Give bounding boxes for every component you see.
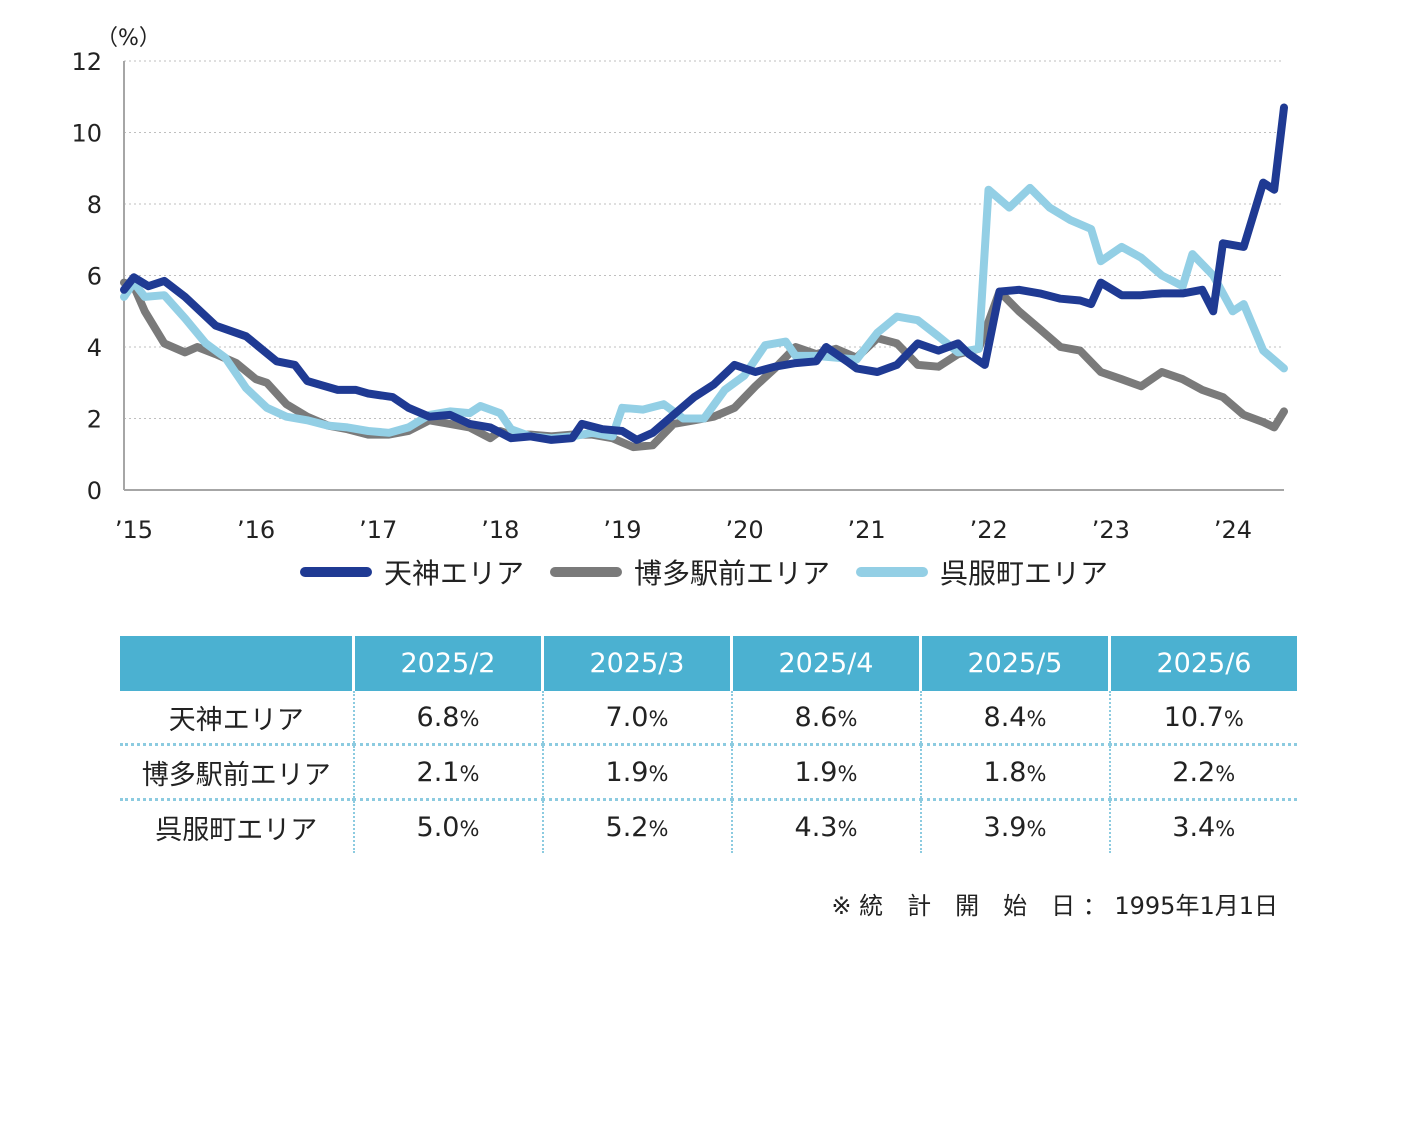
x-tick-label: ’18: [481, 516, 519, 544]
table-cell: 8.6%: [731, 691, 922, 745]
table-row: 天神エリア 6.8% 7.0% 8.6% 8.4% 10.7%: [120, 691, 1297, 745]
table-cell: 1.9%: [731, 744, 922, 800]
y-tick-label: 0: [87, 477, 102, 505]
y-tick-label: 10: [71, 120, 102, 148]
legend-item-hakata: 博多駅前エリア: [550, 552, 830, 592]
y-tick-label: 8: [87, 191, 102, 219]
table-corner-cell: [120, 636, 355, 691]
line-chart: 0 2 4 6 8 10 12 ’15 ’16 ’17 ’18 ’19 ’20 ’21 ’22 ’23 ’24: [71, 48, 1288, 544]
x-tick-label: ’16: [237, 516, 275, 544]
table-cell: 3.4%: [1172, 811, 1236, 843]
y-tick-label: 12: [71, 48, 102, 76]
table-cell: 5.2%: [542, 799, 733, 853]
legend-label-hakata: 博多駅前エリア: [634, 557, 831, 590]
vacancy-table: 2025/2 2025/3 2025/4 2025/5 2025/6 天神エリア…: [120, 636, 1297, 853]
x-tick-label: ’23: [1092, 516, 1130, 544]
x-tick-label: ’22: [970, 516, 1008, 544]
series-line-2: [120, 183, 1288, 443]
x-tick-label: ’20: [725, 516, 763, 544]
month-header: 2025/4: [731, 636, 922, 691]
month-header: 2025/2: [353, 636, 544, 691]
legend-item-gofukumachi: 呉服町エリア: [856, 552, 1108, 592]
legend-swatch-gofukumachi: [856, 567, 929, 577]
legend-label-gofukumachi: 呉服町エリア: [940, 557, 1109, 590]
table-cell: 7.0%: [542, 691, 733, 745]
row-label: 博多駅前エリア: [120, 744, 355, 800]
table-cell: 3.9%: [920, 799, 1111, 853]
month-header: 2025/5: [920, 636, 1111, 691]
x-tick-label: ’21: [848, 516, 886, 544]
month-header: 2025/6: [1109, 636, 1297, 691]
legend-label-tenjin: 天神エリア: [384, 557, 525, 590]
statistics-start-note: ※ 統 計 開 始 日 ： 1995年1月1日: [831, 892, 1278, 920]
y-tick-label: 4: [87, 334, 102, 362]
table-cell: 6.8%: [353, 691, 544, 745]
series-line-0: [120, 103, 1288, 444]
table-row: 博多駅前エリア 2.1% 1.9% 1.9% 1.8% 2.2%: [120, 744, 1297, 800]
row-label: 呉服町エリア: [120, 799, 355, 853]
table-cell: 4.3%: [731, 799, 922, 853]
table-cell: 10.7%: [1163, 701, 1244, 733]
x-tick-label: ’24: [1214, 516, 1252, 544]
table-cell: 5.0%: [353, 799, 544, 853]
chart-legend: 天神エリア 博多駅前エリア 呉服町エリア: [300, 552, 1134, 592]
legend-swatch-hakata: [550, 567, 623, 577]
legend-item-tenjin: 天神エリア: [300, 552, 524, 592]
month-header: 2025/3: [542, 636, 733, 691]
legend-swatch-tenjin: [300, 567, 372, 577]
table-row: 呉服町エリア 5.0% 5.2% 4.3% 3.9% 3.4%: [120, 799, 1297, 853]
x-tick-label: ’17: [359, 516, 397, 544]
table-header-row: 2025/2 2025/3 2025/4 2025/5 2025/6: [120, 636, 1297, 691]
y-tick-label: 2: [87, 406, 102, 434]
table-cell: 2.1%: [353, 744, 544, 800]
x-tick-label: ’19: [603, 516, 641, 544]
row-label: 天神エリア: [120, 691, 355, 745]
table-cell: 8.4%: [920, 691, 1111, 745]
y-unit-label: （%）: [96, 26, 161, 51]
table-cell: 2.2%: [1172, 756, 1236, 788]
y-tick-label: 6: [87, 263, 102, 291]
table-cell: 1.8%: [920, 744, 1111, 800]
table-cell: 1.9%: [542, 744, 733, 800]
x-tick-label: ’15: [115, 516, 153, 544]
